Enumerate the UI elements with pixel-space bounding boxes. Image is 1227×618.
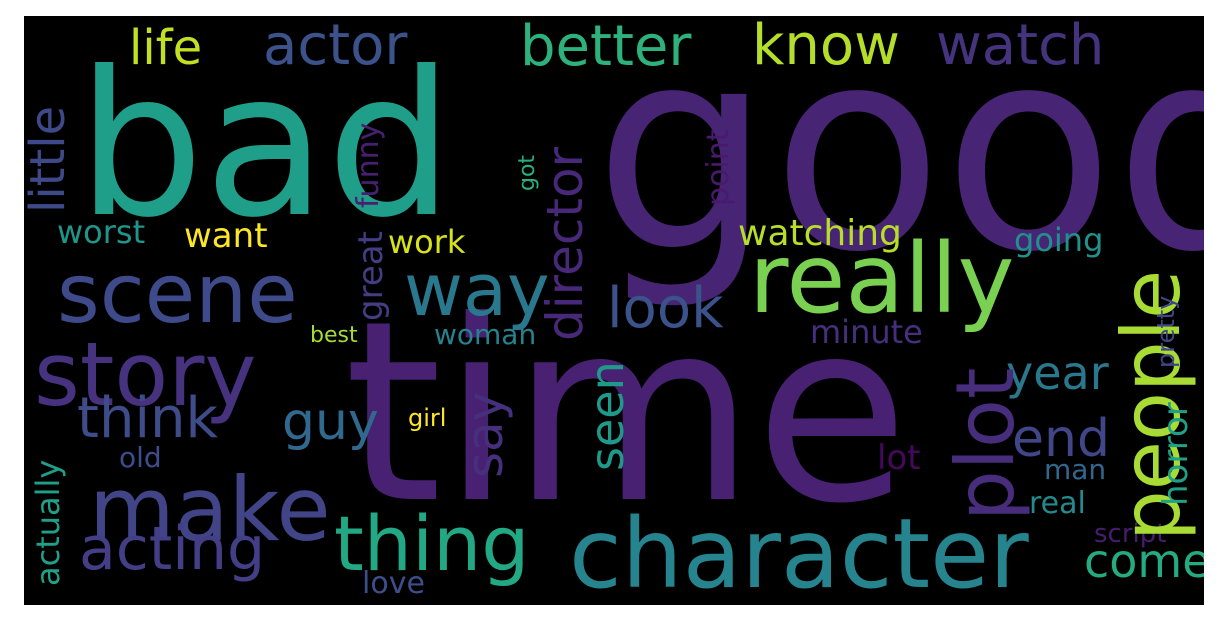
word-come: come (1084, 534, 1204, 588)
word-end: end (1012, 409, 1110, 469)
word-old: old (119, 441, 162, 474)
word-say: say (456, 391, 514, 478)
word-watching: watching (738, 213, 902, 254)
word-year: year (1006, 346, 1109, 400)
word-director: director (536, 146, 594, 341)
word-plot: plot (939, 367, 1032, 521)
word-work: work (388, 223, 466, 261)
word-little: little (24, 105, 76, 213)
word-scene: scene (57, 247, 298, 342)
word-real: real (1029, 486, 1086, 521)
word-guy: guy (282, 392, 379, 452)
word-bad: bad (77, 29, 454, 262)
word-watch: watch (936, 16, 1105, 78)
word-going: going (1014, 221, 1104, 259)
word-really: really (749, 223, 1015, 335)
word-think: think (77, 386, 218, 451)
word-look: look (607, 276, 724, 341)
word-better: better (520, 16, 692, 79)
word-great: great (351, 231, 391, 321)
word-time: time (344, 267, 909, 558)
word-actor: actor (263, 16, 408, 78)
word-script: script (1094, 519, 1167, 549)
word-man: man (1044, 453, 1107, 486)
word-minute: minute (810, 313, 923, 351)
word-seen: seen (580, 361, 634, 471)
word-love: love (362, 566, 425, 601)
word-cloud: bad good time character really scene sto… (24, 16, 1204, 605)
word-worst: worst (57, 213, 146, 251)
word-know: know (752, 16, 900, 78)
word-life: life (129, 20, 203, 76)
word-acting: acting (79, 514, 266, 584)
word-good: good (594, 16, 1204, 314)
word-story: story (34, 323, 257, 426)
word-make: make (89, 458, 331, 561)
word-horror: horror (1156, 402, 1196, 506)
word-lot: lot (877, 438, 921, 478)
word-pretty: pretty (1152, 295, 1180, 368)
word-funny: funny (351, 122, 386, 208)
word-point: point (701, 129, 736, 206)
word-thing: thing (334, 499, 530, 588)
word-actually: actually (29, 459, 67, 586)
word-character: character (569, 498, 1029, 605)
word-girl: girl (408, 404, 447, 432)
word-want: want (184, 216, 268, 256)
word-got: got (515, 154, 540, 191)
word-best: best (310, 323, 358, 348)
word-way: way (404, 248, 550, 332)
word-woman: woman (434, 318, 537, 351)
